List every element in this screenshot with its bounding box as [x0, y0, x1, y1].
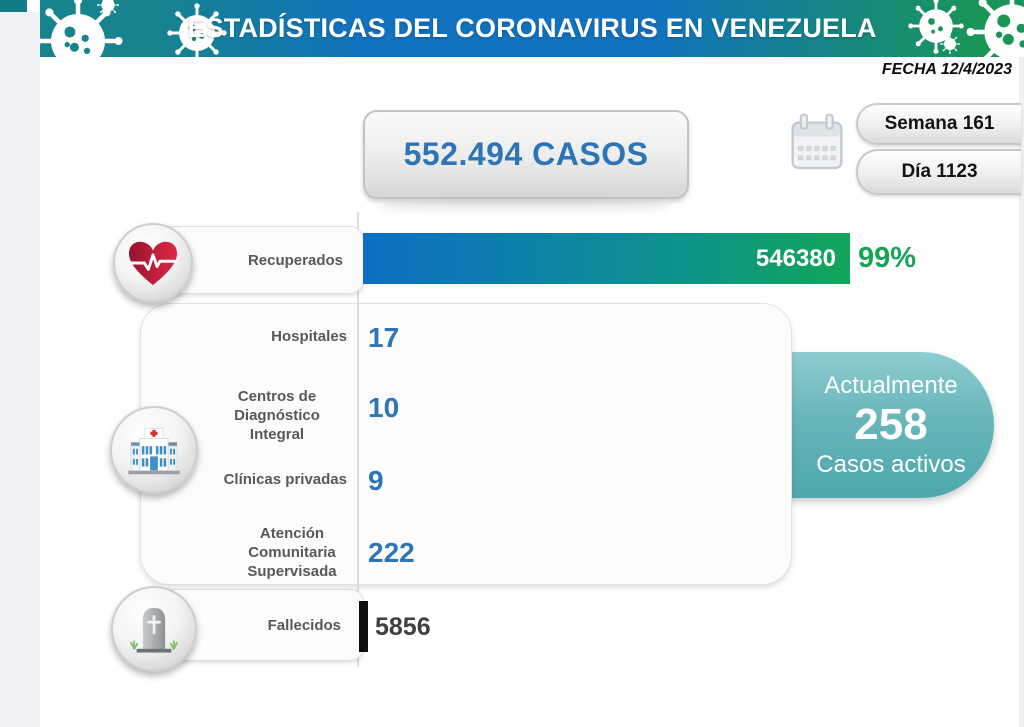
facility-label: Centros de Diagnóstico Integral: [234, 388, 320, 443]
recovered-value: 546380: [755, 244, 836, 272]
column-divider-line: [357, 212, 359, 667]
virus-icon: [908, 0, 964, 54]
facility-label: Clínicas privadas: [223, 471, 347, 488]
total-cases-box: 552.494 CASOS: [363, 110, 689, 199]
left-margin-strip: [0, 12, 40, 727]
facilities-panel: [140, 303, 792, 585]
deceased-icon-circle: [111, 586, 197, 672]
deceased-bar: [359, 601, 368, 652]
corner-accent-block: [0, 0, 27, 12]
total-cases-value: 552.494 CASOS: [403, 136, 649, 172]
week-label: Semana 161: [884, 113, 995, 134]
active-cases-box: Actualmente 258 Casos activos: [772, 352, 994, 498]
right-margin-strip: [1019, 57, 1024, 727]
page-title: ESTADÍSTICAS DEL CORONAVIRUS EN VENEZUEL…: [187, 13, 877, 43]
deceased-value: 5856: [375, 613, 431, 641]
total-cases-reflection: [378, 199, 670, 214]
date-label: FECHA 12/4/2023: [881, 61, 1012, 78]
recovered-label: Recuperados: [247, 251, 343, 269]
active-cases-value: 258: [854, 400, 928, 449]
facility-value: 9: [368, 465, 384, 496]
active-cases-prefix: Actualmente: [824, 372, 958, 399]
heart-pulse-icon: [128, 241, 178, 286]
recovered-percent: 99%: [858, 242, 917, 274]
facility-value: 10: [368, 392, 400, 423]
virus-icon: [167, 3, 227, 57]
facility-value: 222: [368, 537, 415, 568]
day-badge: Día 1123: [856, 149, 1021, 195]
facility-label: Hospitales: [271, 328, 347, 345]
facility-value: 17: [368, 322, 400, 353]
virus-icon: [966, 0, 1024, 57]
hospital-icon-circle: [110, 406, 198, 494]
week-badge: Semana 161: [856, 103, 1021, 145]
recovered-bar: 546380: [363, 233, 850, 284]
tombstone-icon: [130, 607, 178, 653]
calendar-icon: [788, 110, 846, 176]
virus-icon: [40, 0, 123, 57]
active-cases-suffix: Casos activos: [816, 451, 966, 478]
day-label: Día 1123: [901, 161, 978, 182]
facility-label: Atención Comunitaria Supervisada: [247, 525, 337, 580]
hospital-icon: [128, 427, 180, 475]
recovered-icon-circle: [113, 223, 193, 303]
header-banner: ESTADÍSTICAS DEL CORONAVIRUS EN VENEZUEL…: [40, 0, 1024, 57]
deceased-label: Fallecidos: [267, 616, 341, 634]
